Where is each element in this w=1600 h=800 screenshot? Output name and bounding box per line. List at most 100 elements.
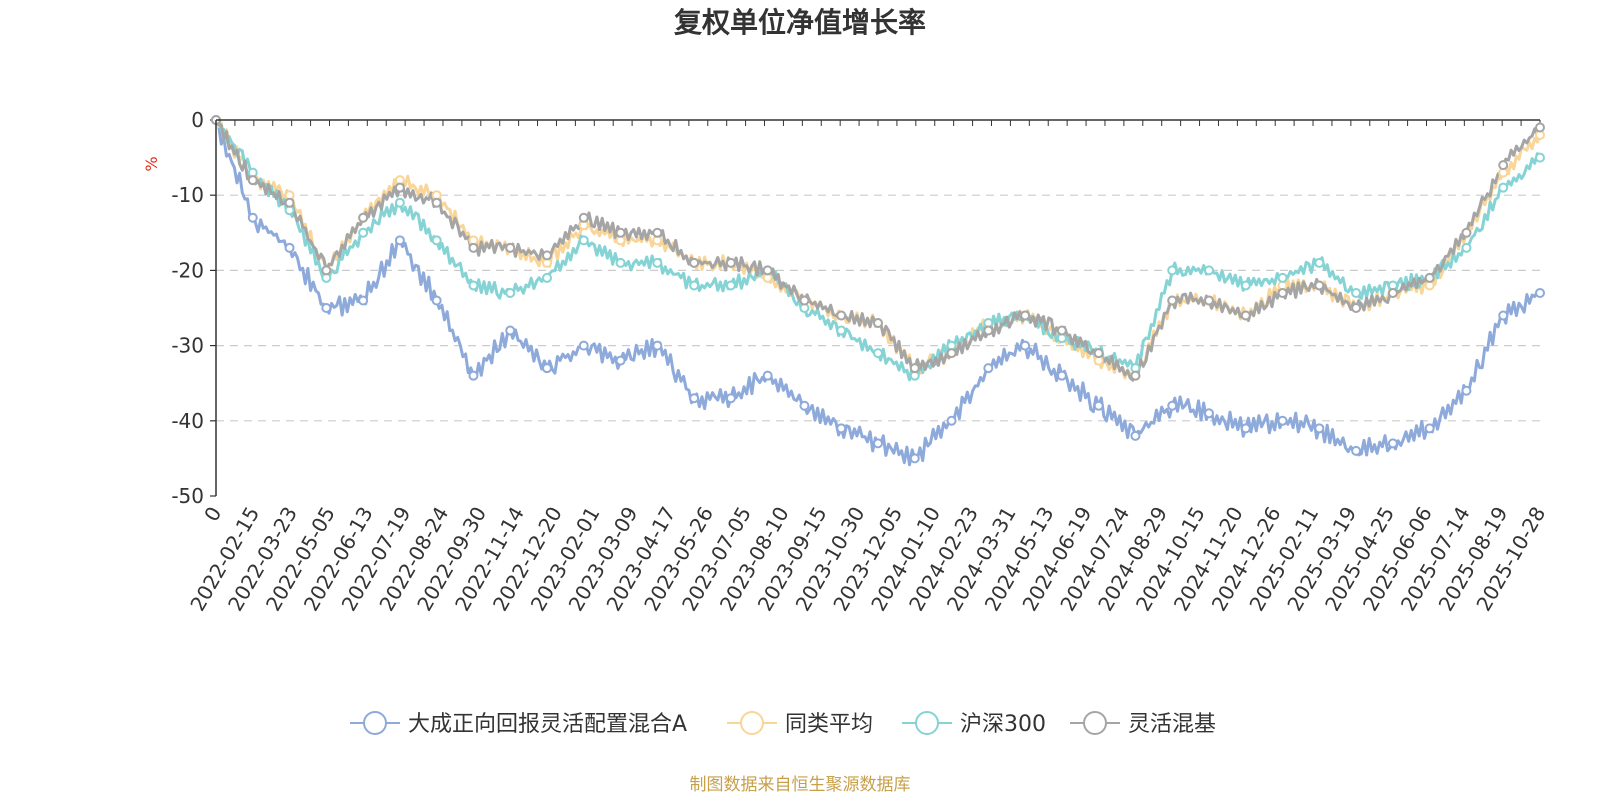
data-point bbox=[431, 235, 442, 246]
data-point bbox=[1314, 257, 1325, 268]
y-tick-label: 0 bbox=[191, 108, 204, 132]
data-point bbox=[1498, 160, 1509, 171]
data-point bbox=[578, 212, 589, 223]
data-point bbox=[1535, 122, 1545, 133]
data-point bbox=[468, 280, 479, 291]
source-note: 制图数据来自恒生聚源数据库 bbox=[690, 775, 911, 795]
data-point bbox=[983, 363, 994, 374]
data-point bbox=[652, 340, 663, 351]
data-point bbox=[1167, 400, 1178, 411]
chart-title: 复权单位净值增长率 bbox=[674, 6, 926, 39]
data-point bbox=[615, 227, 626, 238]
data-point bbox=[1240, 310, 1251, 321]
data-point bbox=[358, 295, 369, 306]
data-point bbox=[1093, 348, 1104, 359]
data-point bbox=[652, 227, 663, 238]
series-lines bbox=[214, 118, 1542, 467]
data-point bbox=[1240, 423, 1251, 434]
data-point bbox=[799, 295, 810, 306]
series-line bbox=[214, 119, 1542, 382]
data-point bbox=[1056, 325, 1067, 336]
data-point bbox=[983, 325, 994, 336]
data-point bbox=[1093, 400, 1104, 411]
data-point bbox=[1461, 385, 1472, 396]
data-point bbox=[652, 257, 663, 268]
data-point bbox=[505, 325, 516, 336]
legend-marker bbox=[740, 711, 764, 735]
data-point bbox=[1351, 303, 1362, 313]
data-point bbox=[873, 438, 883, 449]
data-point bbox=[542, 272, 552, 283]
data-point bbox=[394, 197, 405, 208]
data-point bbox=[615, 355, 626, 366]
data-point bbox=[505, 287, 516, 298]
data-point bbox=[1351, 445, 1362, 456]
y-tick-label: -20 bbox=[171, 258, 204, 282]
legend-marker bbox=[1083, 711, 1107, 735]
data-point bbox=[321, 303, 332, 313]
data-point bbox=[321, 265, 332, 276]
data-point bbox=[1167, 295, 1178, 306]
data-point bbox=[1277, 272, 1288, 283]
data-point bbox=[689, 257, 700, 268]
data-point bbox=[615, 257, 626, 268]
data-point bbox=[1461, 242, 1472, 253]
legend-label: 同类平均 bbox=[785, 712, 873, 737]
data-point bbox=[689, 280, 700, 291]
data-point bbox=[762, 265, 773, 276]
data-point bbox=[1204, 265, 1214, 276]
legend-item[interactable]: 同类平均 bbox=[727, 711, 873, 737]
y-tick-label: -40 bbox=[171, 409, 204, 433]
y-tick-label: -50 bbox=[171, 484, 204, 508]
legend-item[interactable]: 灵活混基 bbox=[1070, 711, 1216, 737]
data-point bbox=[946, 348, 957, 359]
data-point bbox=[1204, 295, 1214, 306]
data-point bbox=[1020, 310, 1031, 321]
data-point bbox=[836, 325, 847, 336]
data-point bbox=[946, 415, 957, 426]
legend-item[interactable]: 沪深300 bbox=[902, 711, 1046, 737]
data-point bbox=[1277, 415, 1288, 426]
y-tick-label: -30 bbox=[171, 334, 204, 358]
data-point bbox=[284, 197, 295, 208]
data-point bbox=[1535, 287, 1545, 298]
data-point bbox=[909, 363, 920, 374]
data-point bbox=[1020, 340, 1031, 351]
data-point bbox=[1056, 370, 1067, 381]
series-line bbox=[214, 119, 1542, 380]
data-point bbox=[468, 370, 479, 381]
data-point bbox=[873, 348, 883, 359]
data-point bbox=[1167, 265, 1178, 276]
data-point bbox=[1387, 438, 1398, 449]
data-point bbox=[1535, 152, 1545, 163]
data-point bbox=[1461, 227, 1472, 238]
data-point bbox=[578, 340, 589, 351]
y-axis-unit: % bbox=[142, 156, 161, 171]
data-point bbox=[836, 310, 847, 321]
y-axis-ticks: 0 -10 -20 -30 -40 -50 bbox=[171, 108, 216, 508]
data-point bbox=[1277, 287, 1288, 298]
data-point bbox=[1498, 310, 1509, 321]
data-point bbox=[1351, 287, 1362, 298]
gridlines bbox=[216, 194, 1540, 422]
data-point bbox=[873, 318, 883, 329]
data-point bbox=[799, 400, 810, 411]
data-point bbox=[725, 393, 736, 404]
data-point bbox=[725, 257, 736, 268]
legend-item[interactable]: 大成正向回报灵活配置混合A bbox=[350, 711, 687, 737]
data-point bbox=[725, 280, 736, 291]
data-point bbox=[247, 212, 258, 223]
data-point bbox=[394, 182, 405, 193]
legend-label: 灵活混基 bbox=[1128, 712, 1216, 737]
data-point bbox=[431, 197, 442, 208]
data-point bbox=[247, 175, 258, 186]
legend-marker bbox=[915, 711, 939, 735]
data-point bbox=[1240, 280, 1251, 291]
data-point bbox=[689, 393, 700, 404]
data-point bbox=[358, 212, 369, 223]
data-point bbox=[358, 227, 369, 238]
series-markers bbox=[211, 115, 1545, 464]
data-point bbox=[909, 453, 920, 464]
data-point bbox=[1130, 430, 1141, 441]
